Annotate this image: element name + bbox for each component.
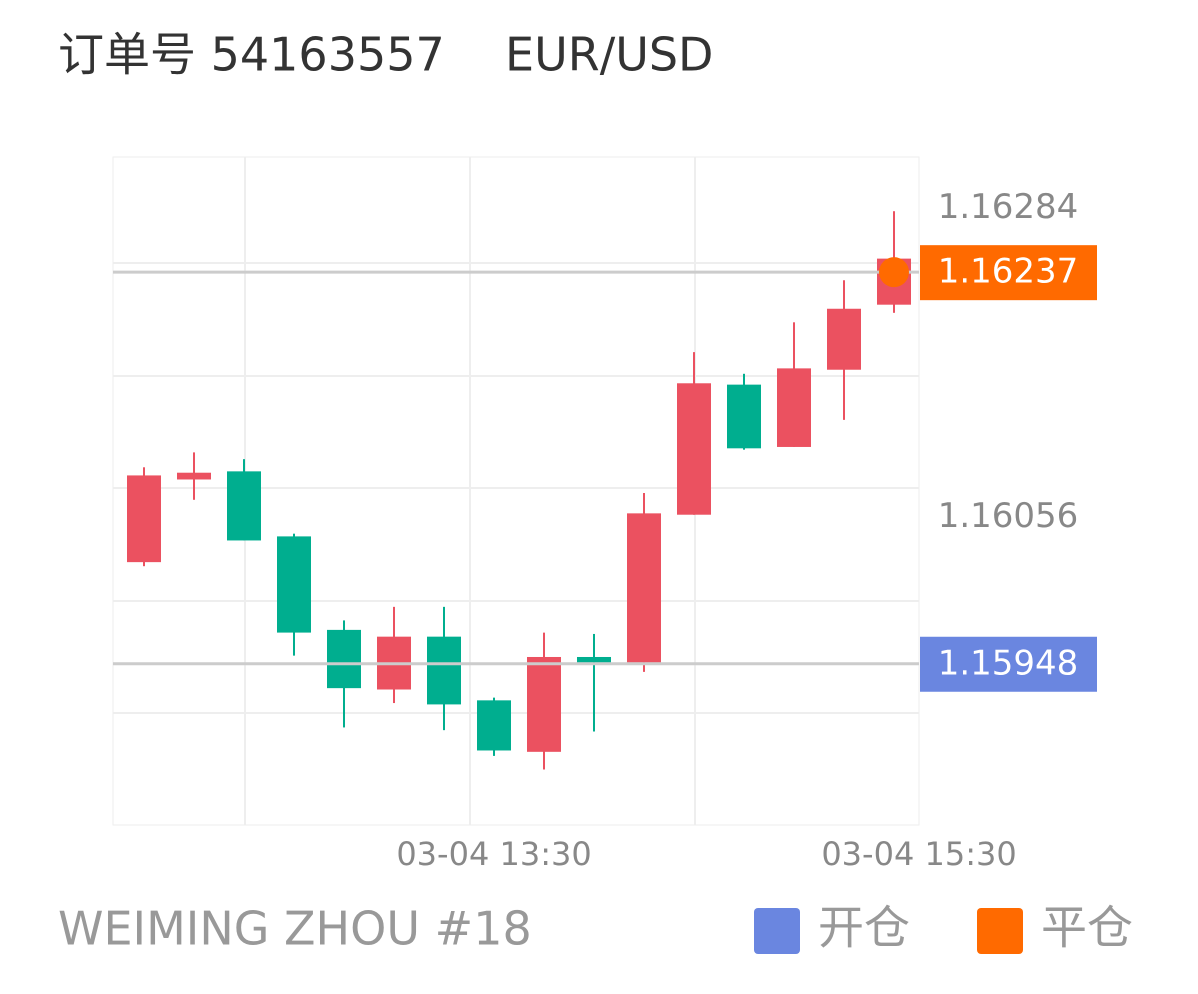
candle-body [527, 656, 561, 752]
y-tick-label: 1.16056 [938, 496, 1079, 536]
y-tick-label: 1.16284 [938, 187, 1079, 227]
candle-body [227, 471, 261, 541]
candle-body [277, 536, 311, 633]
x-tick-label: 03-04 13:30 [396, 835, 591, 873]
x-tick-label: 03-04 15:30 [821, 835, 1016, 873]
close-price-label: 1.16237 [938, 252, 1079, 292]
candle-body [177, 472, 211, 480]
chart-title: 订单号 54163557 [58, 28, 445, 82]
plot-frame [112, 156, 920, 826]
candle-body [727, 384, 761, 449]
candle-body [677, 383, 711, 515]
candle-body [477, 700, 511, 751]
candle-body [577, 656, 611, 663]
legend-label: 开仓 [818, 901, 910, 955]
candle-body [777, 368, 811, 447]
open-price-tag [920, 636, 1097, 692]
footer: WEIMING ZHOU #18 [58, 902, 532, 956]
legend-swatch [754, 908, 800, 954]
symbol: EUR/USD [505, 28, 713, 82]
close-price-tag [920, 245, 1097, 301]
close-marker [879, 257, 909, 288]
candle-body [427, 636, 461, 705]
candle-body [327, 629, 361, 689]
legend-swatch [977, 908, 1023, 954]
candle-body [827, 308, 861, 370]
candle-body [627, 513, 661, 663]
legend-label: 平仓 [1041, 901, 1133, 955]
candle-body [127, 475, 161, 563]
open-price-label: 1.15948 [938, 643, 1079, 683]
